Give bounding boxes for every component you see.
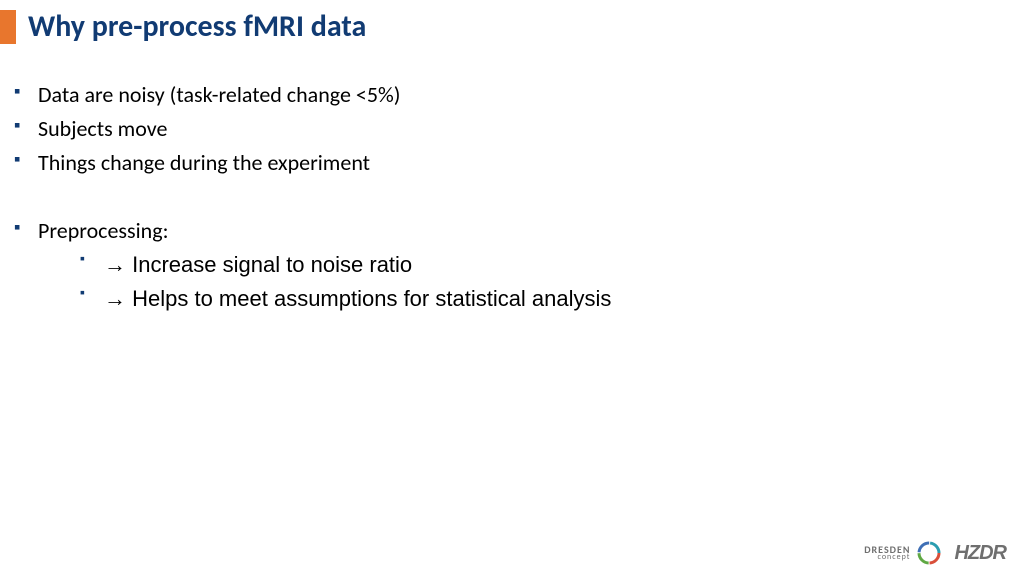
bullet-list-section: Preprocessing: → Increase signal to nois…: [12, 214, 972, 316]
bullet-item: Subjects move: [12, 112, 972, 146]
dresden-line2: concept: [878, 554, 911, 561]
bullet-item: Data are noisy (task-related change <5%): [12, 78, 972, 112]
bullet-item-section: Preprocessing: → Increase signal to nois…: [12, 214, 972, 316]
slide-title: Why pre-process fMRI data: [28, 8, 366, 45]
bullet-item: Things change during the experiment: [12, 146, 972, 180]
sub-bullet-item: → Helps to meet assumptions for statisti…: [78, 282, 972, 316]
bullet-list-top: Data are noisy (task-related change <5%)…: [12, 78, 972, 180]
slide-body: Data are noisy (task-related change <5%)…: [12, 78, 972, 317]
sub-bullet-item: → Increase signal to noise ratio: [78, 248, 972, 282]
hzdr-logo: HZDR: [954, 542, 1006, 565]
dresden-concept-text: DRESDEN concept: [864, 545, 910, 561]
spacer: [12, 180, 972, 214]
footer-logos: DRESDEN concept HZDR: [864, 540, 1006, 566]
dresden-ring-icon: [916, 540, 942, 566]
title-accent-bar: [0, 10, 16, 44]
section-label: Preprocessing:: [38, 217, 168, 244]
sub-bullet-list: → Increase signal to noise ratio → Helps…: [78, 248, 972, 316]
dresden-concept-logo: DRESDEN concept: [864, 540, 942, 566]
